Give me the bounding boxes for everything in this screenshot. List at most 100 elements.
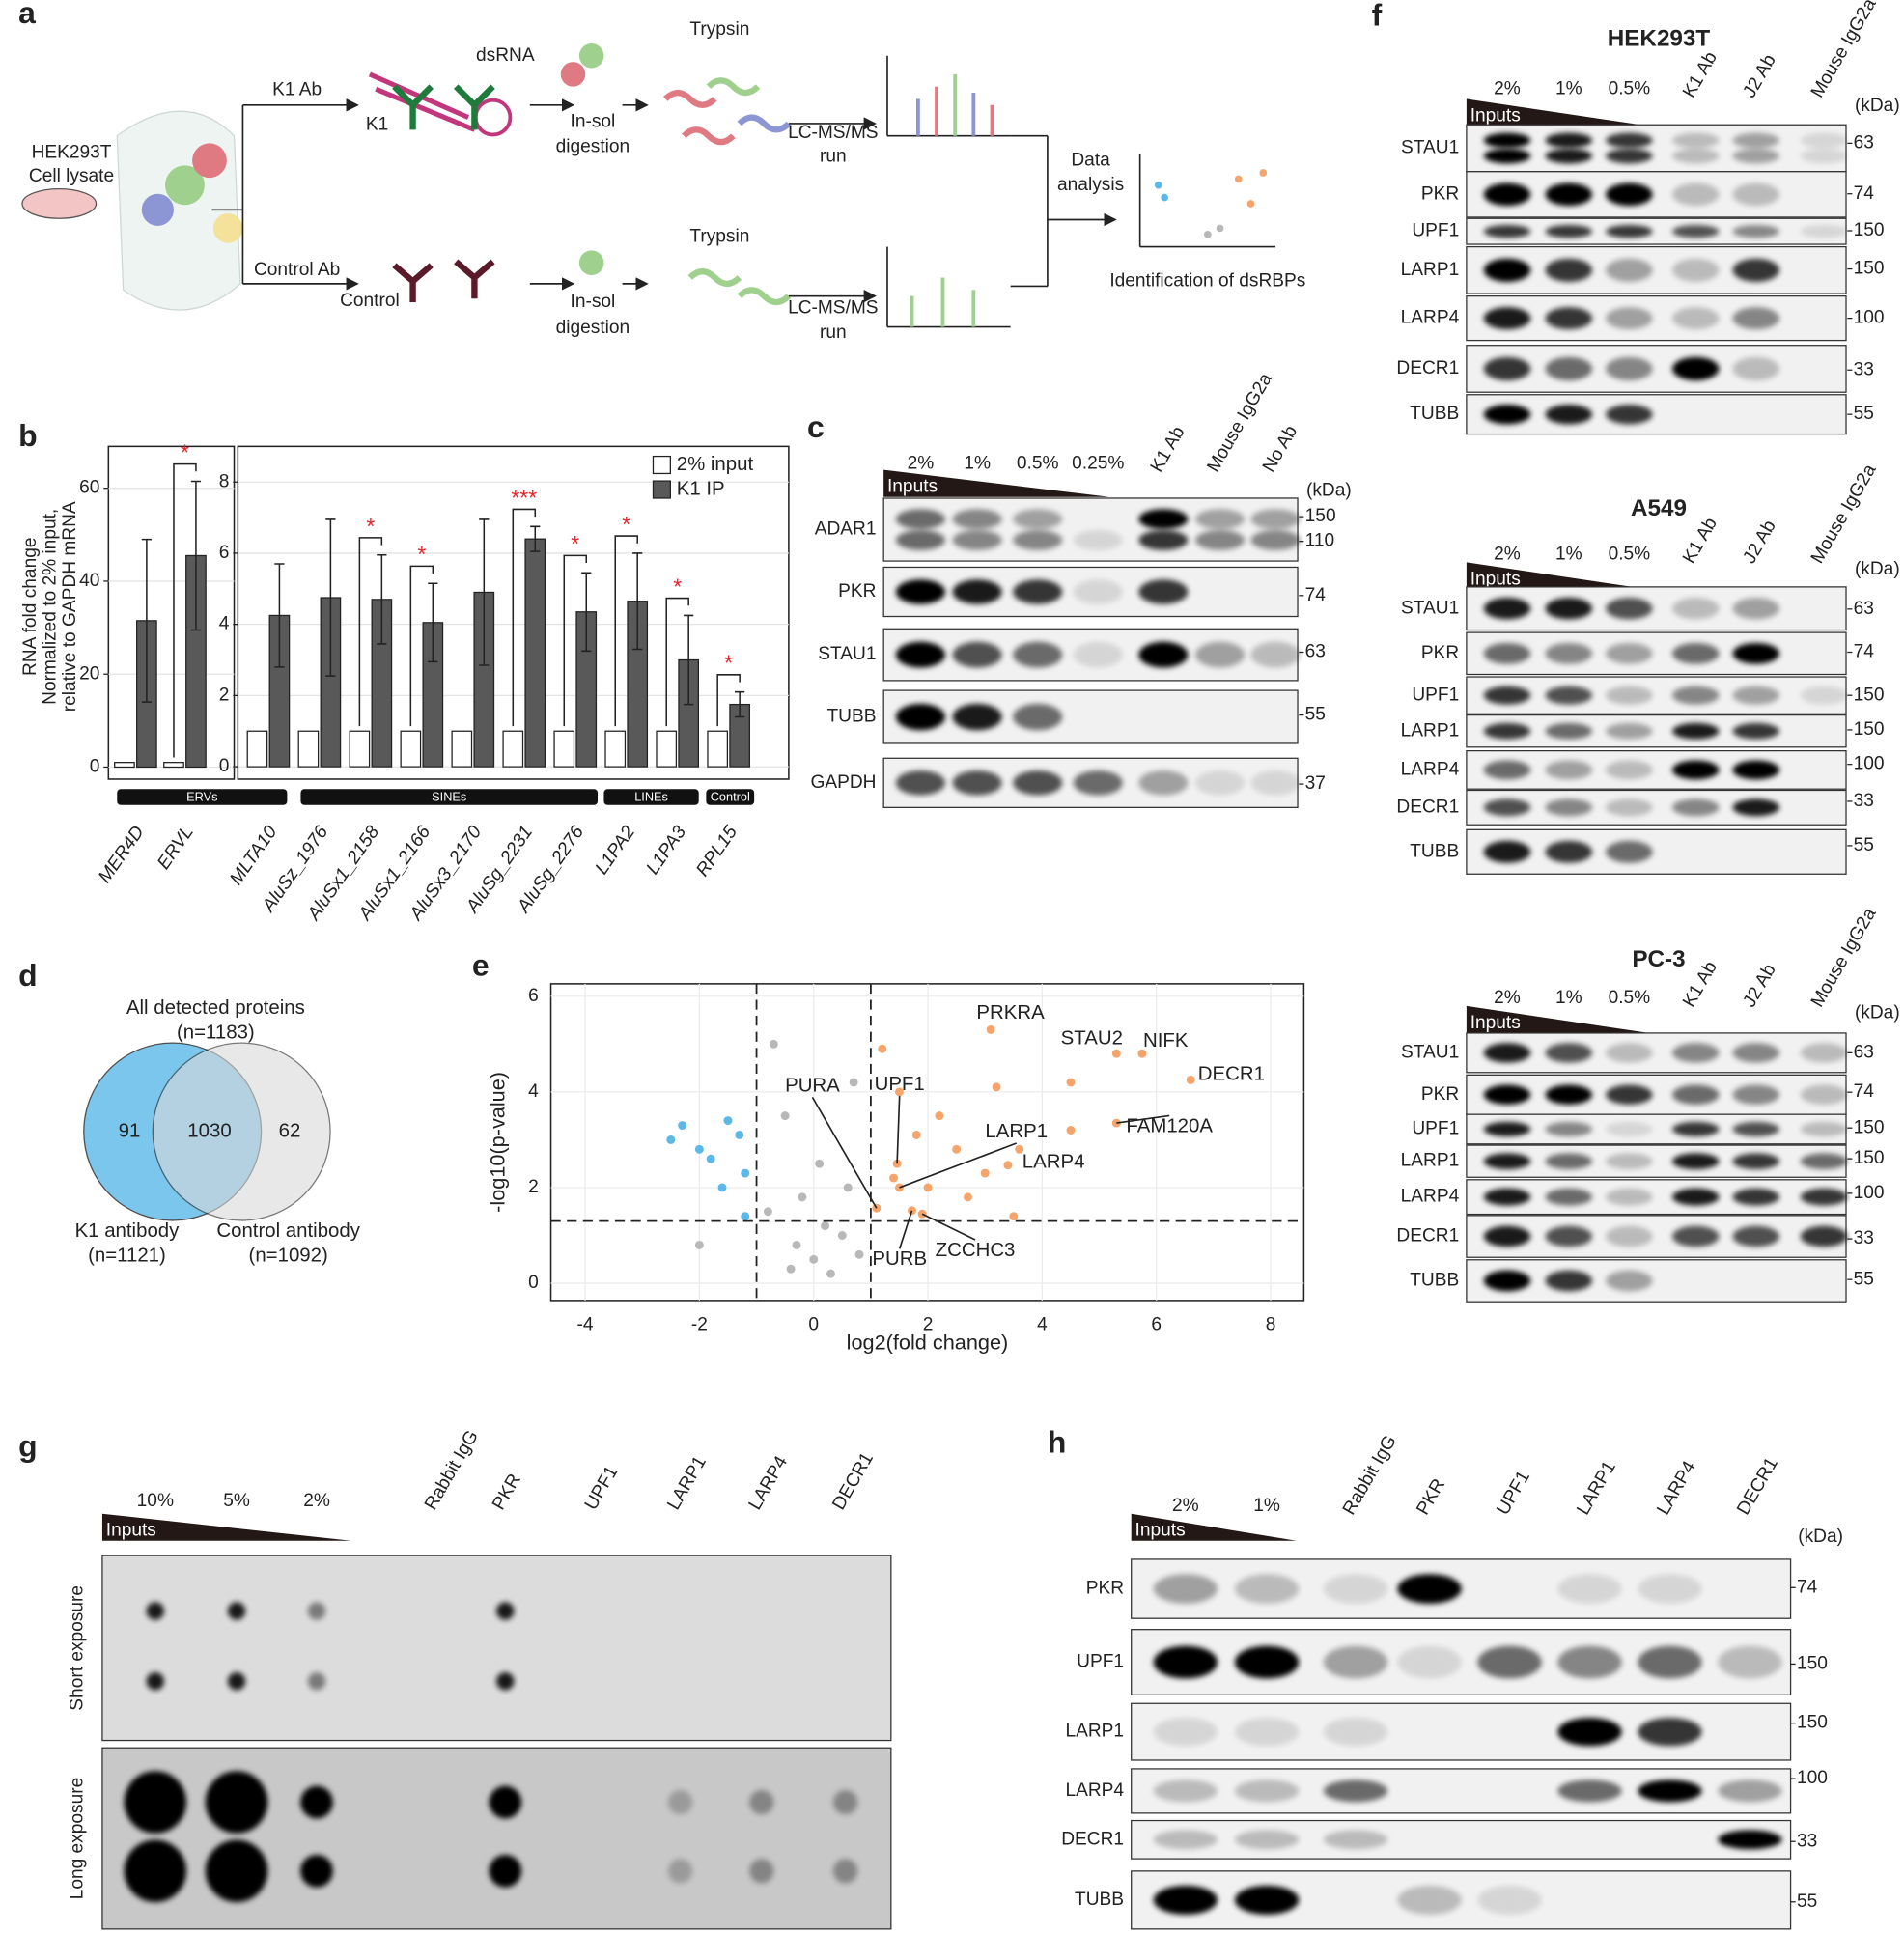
dot	[227, 1672, 246, 1691]
significance: ***	[511, 485, 537, 510]
row-label: UPF1	[1412, 1119, 1459, 1139]
antibody	[392, 259, 495, 303]
y-tick-label: 0	[528, 1273, 539, 1293]
lane-label: 2%	[303, 1491, 330, 1511]
band	[952, 529, 1002, 550]
band	[1606, 182, 1653, 207]
point	[792, 1240, 801, 1249]
labeled-point	[917, 1209, 927, 1219]
kda-title: (kDa)	[1798, 1527, 1843, 1547]
band	[1672, 1043, 1720, 1063]
x-tick-label: MLTA10	[226, 822, 281, 888]
band	[1545, 356, 1593, 381]
lane-label: 1%	[964, 453, 991, 473]
row-label: PKR	[1086, 1579, 1124, 1599]
point	[666, 1135, 676, 1144]
x-tick-label: 6	[1151, 1314, 1162, 1334]
peptide	[737, 114, 792, 133]
label: In-sol	[571, 292, 616, 312]
kda-label: 150	[1854, 685, 1885, 705]
kda-label: 74	[1797, 1577, 1818, 1597]
bar	[246, 730, 268, 768]
band	[1545, 686, 1593, 705]
kda-label: 150	[1854, 1148, 1885, 1168]
band	[1606, 224, 1653, 238]
band	[1557, 1574, 1622, 1604]
band	[1483, 1188, 1531, 1206]
band	[1800, 686, 1848, 705]
kda-label: 150	[1797, 1713, 1828, 1733]
dot	[1161, 193, 1169, 202]
band	[1732, 1188, 1780, 1206]
band	[1800, 132, 1848, 149]
x-tick-label: -4	[577, 1314, 594, 1334]
band	[1323, 1645, 1388, 1679]
y-tick-label: 6	[219, 543, 230, 563]
row-label: LARP1	[1401, 260, 1460, 280]
band	[1250, 509, 1301, 530]
plot-area	[107, 445, 236, 780]
band	[1800, 1043, 1848, 1063]
band	[1672, 798, 1720, 817]
kda-label: 150	[1854, 220, 1885, 240]
lane-label: Rabbit IgG	[421, 1427, 483, 1514]
band	[1397, 1574, 1462, 1604]
kda-label: 33	[1854, 1228, 1874, 1248]
band	[1800, 148, 1848, 164]
protein	[560, 62, 586, 87]
band	[1545, 760, 1593, 780]
venn-text: 1030	[187, 1120, 231, 1141]
lane-label: 1%	[1555, 988, 1582, 1008]
kda-label: 55	[1854, 404, 1874, 424]
band	[1195, 509, 1246, 530]
y-axis-label: RNA fold change	[20, 538, 41, 677]
band	[1732, 224, 1780, 238]
point	[854, 1249, 864, 1259]
point	[821, 1221, 830, 1231]
significance: *	[622, 512, 630, 537]
venn-text: (n=1121)	[88, 1245, 166, 1266]
band	[1672, 686, 1720, 705]
dot	[146, 1672, 165, 1691]
band	[1323, 1779, 1388, 1803]
row-label: LARP4	[1401, 759, 1460, 779]
band	[1545, 798, 1593, 817]
row-label: STAU1	[1401, 598, 1459, 618]
lane-label: LARP4	[1653, 1457, 1700, 1518]
significance: *	[417, 542, 426, 567]
band	[1545, 148, 1593, 164]
bracket	[358, 537, 383, 727]
lane-label: K1 Ab	[1679, 48, 1722, 101]
point	[952, 1144, 962, 1154]
band	[1672, 1188, 1720, 1206]
band	[1800, 1084, 1848, 1105]
band	[1013, 703, 1063, 731]
band	[1483, 686, 1531, 705]
band	[1672, 224, 1720, 238]
row-label: LARP1	[1065, 1722, 1124, 1742]
band	[1732, 1153, 1780, 1169]
dot	[205, 1839, 268, 1903]
peptide	[662, 89, 717, 108]
point	[741, 1212, 750, 1221]
band	[1606, 1153, 1653, 1169]
band	[1672, 760, 1720, 780]
bracket	[409, 565, 434, 727]
point-label: LARP1	[985, 1121, 1048, 1142]
band	[1672, 356, 1720, 381]
label: Trypsin	[689, 226, 749, 246]
lane-label: UPF1	[1493, 1468, 1534, 1519]
row-label: DECR1	[1396, 358, 1459, 378]
band	[1138, 579, 1189, 604]
point	[815, 1159, 825, 1168]
panel-label: e	[472, 948, 490, 983]
row-label: STAU1	[818, 644, 876, 664]
blot	[1466, 124, 1847, 173]
band	[1234, 1717, 1300, 1747]
band	[1483, 1121, 1531, 1137]
label: LC-MS/MS	[788, 123, 879, 143]
point	[769, 1039, 778, 1049]
band	[1483, 760, 1531, 780]
labeled-point	[908, 1206, 916, 1216]
kda-label: 150	[1854, 719, 1885, 740]
